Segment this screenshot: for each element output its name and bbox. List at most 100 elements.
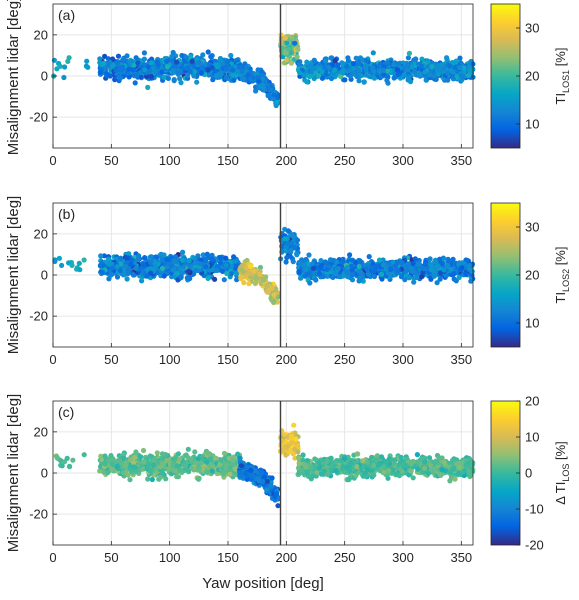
data-point <box>357 277 363 283</box>
data-point <box>456 274 462 281</box>
x-tick-label: 0 <box>49 153 56 168</box>
data-point <box>431 273 437 279</box>
data-point <box>402 277 408 283</box>
data-point <box>283 259 289 265</box>
data-point <box>405 55 411 61</box>
data-point <box>361 79 367 85</box>
data-point <box>444 70 450 76</box>
data-point <box>191 255 197 261</box>
data-point <box>83 63 89 69</box>
data-point <box>217 462 223 468</box>
data-point <box>237 455 243 461</box>
data-point <box>413 56 419 62</box>
colorbar <box>490 3 521 149</box>
data-point <box>255 74 261 80</box>
data-point <box>137 69 143 76</box>
data-point <box>380 68 386 74</box>
data-point <box>295 443 301 449</box>
data-point <box>185 268 192 275</box>
data-point <box>97 69 103 75</box>
data-point <box>217 254 223 261</box>
data-point <box>176 70 182 76</box>
data-point <box>282 50 288 56</box>
data-point <box>61 74 67 81</box>
data-point <box>369 65 375 71</box>
data-point <box>182 462 188 468</box>
data-point <box>130 67 136 73</box>
data-point <box>296 269 302 275</box>
x-tick-label: 150 <box>217 153 239 168</box>
data-point <box>54 455 60 461</box>
data-point <box>171 78 177 84</box>
data-point <box>171 258 177 264</box>
data-point <box>245 72 251 78</box>
data-point <box>356 263 362 270</box>
panel-label: (b) <box>58 206 75 222</box>
data-point <box>282 35 288 41</box>
data-point <box>69 262 75 268</box>
data-point <box>340 256 346 262</box>
data-point <box>107 73 113 79</box>
data-point <box>271 292 277 298</box>
data-point <box>313 277 319 283</box>
data-point <box>418 63 424 69</box>
data-point <box>357 269 363 275</box>
data-point <box>345 264 351 271</box>
colorbar-tick-label: 30 <box>525 21 539 36</box>
data-point <box>212 276 218 282</box>
data-point <box>177 76 183 82</box>
data-point <box>114 264 120 270</box>
data-point <box>97 468 103 474</box>
data-point <box>161 273 167 279</box>
data-point <box>174 59 180 65</box>
data-point <box>151 462 157 468</box>
data-point <box>62 64 68 70</box>
data-point <box>133 55 139 61</box>
data-point <box>214 64 220 70</box>
data-point <box>145 64 151 70</box>
data-point <box>171 267 177 273</box>
data-point <box>469 268 475 274</box>
data-point <box>126 74 132 80</box>
data-point <box>184 275 190 281</box>
data-point <box>260 478 266 485</box>
data-point <box>230 67 236 73</box>
data-point <box>330 257 336 263</box>
data-point <box>289 440 295 446</box>
data-point <box>248 263 254 269</box>
data-point <box>108 271 114 277</box>
data-point <box>406 274 412 280</box>
data-point <box>107 261 113 267</box>
data-point <box>203 264 209 270</box>
data-point <box>416 261 422 267</box>
data-point <box>297 70 303 76</box>
data-point <box>159 265 166 271</box>
data-point <box>464 257 470 263</box>
data-point <box>148 254 154 260</box>
data-point <box>127 60 133 66</box>
data-point <box>244 64 250 70</box>
data-point <box>264 289 270 295</box>
data-point <box>148 73 154 79</box>
data-point <box>350 257 356 263</box>
data-point <box>285 228 291 234</box>
data-point <box>450 256 456 262</box>
data-point <box>391 75 397 81</box>
data-point <box>244 472 250 478</box>
colorbar-tick-label: 20 <box>525 268 539 283</box>
data-point <box>142 255 148 261</box>
data-point <box>205 49 211 55</box>
data-point <box>416 71 422 77</box>
data-point <box>457 55 463 61</box>
data-point <box>428 262 435 268</box>
data-point <box>56 255 63 261</box>
data-point <box>191 73 197 79</box>
data-point <box>285 46 291 52</box>
data-point <box>224 59 230 66</box>
data-point <box>288 247 294 253</box>
data-point <box>269 475 275 481</box>
data-point <box>228 271 234 277</box>
colorbar-tick-label: 10 <box>525 117 539 132</box>
data-point <box>189 58 195 64</box>
data-point <box>223 255 229 261</box>
